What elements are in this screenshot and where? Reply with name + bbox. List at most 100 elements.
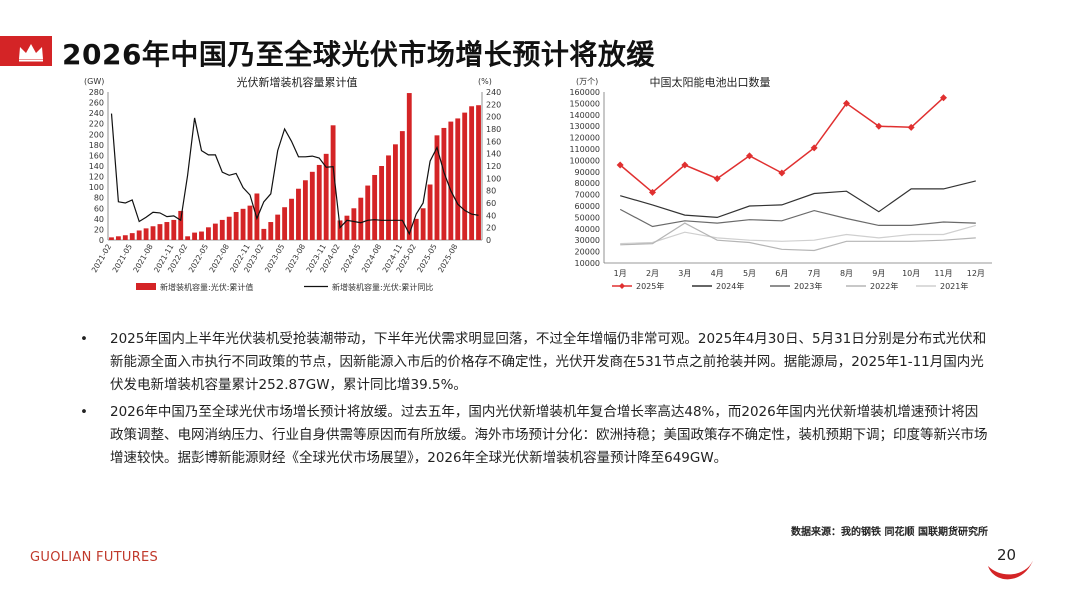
bar xyxy=(164,222,170,240)
page-title: 2026年中国乃至全球光伏市场增长预计将放缓 xyxy=(62,38,655,71)
bar xyxy=(185,236,191,240)
bar xyxy=(448,121,454,240)
legend-label: 2024年 xyxy=(716,281,744,291)
commentary-item: • 2026年中国乃至全球光伏市场增长预计将放缓。过去五年，国内光伏新增装机年复… xyxy=(80,401,990,470)
bar xyxy=(399,131,405,240)
bar xyxy=(406,93,412,240)
x-axis-tick-label: 8月 xyxy=(840,269,853,278)
bar xyxy=(441,127,447,240)
x-axis-tick-label: 11月 xyxy=(934,269,952,278)
y-axis-tick-label: 120000 xyxy=(569,134,600,143)
data-point xyxy=(681,161,689,169)
bar xyxy=(289,198,294,240)
brand-name: GUOLIAN FUTURES xyxy=(30,550,159,565)
commentary-list: • 2025年国内上半年光伏装机受抢装潮带动，下半年光伏需求明显回落，不过全年增… xyxy=(80,328,990,474)
bar xyxy=(268,222,274,240)
bar xyxy=(420,208,426,240)
bar xyxy=(365,185,371,240)
y-axis-tick-label: 130000 xyxy=(569,122,600,131)
bar xyxy=(351,208,357,240)
right-axis-tick-label: 80 xyxy=(486,187,496,196)
x-axis-tick-label: 7月 xyxy=(808,269,821,278)
legend-swatch-bar xyxy=(136,283,156,290)
right-axis-tick-label: 200 xyxy=(486,113,501,122)
y-axis-tick-label: 90000 xyxy=(575,168,600,177)
chart-title: 中国太阳能电池出口数量 xyxy=(650,75,771,89)
left-axis-tick-label: 40 xyxy=(94,215,104,224)
legend-label: 2025年 xyxy=(636,281,664,291)
bar xyxy=(337,220,343,240)
left-axis-tick-label: 100 xyxy=(89,183,104,192)
swoosh-logo-icon xyxy=(988,558,1034,580)
right-axis-tick-label: 140 xyxy=(486,150,501,159)
x-axis-tick-label: 5月 xyxy=(743,269,756,278)
y-axis-tick-label: 140000 xyxy=(569,111,600,120)
commentary-text: 2025年国内上半年光伏装机受抢装潮带动，下半年光伏需求明显回落，不过全年增幅仍… xyxy=(110,331,987,393)
bar xyxy=(372,174,378,240)
bar xyxy=(344,215,350,240)
x-axis-tick-label: 2025-08 xyxy=(436,242,460,274)
bar xyxy=(462,112,468,240)
legend-label: 2021年 xyxy=(940,281,968,291)
y-axis-tick-label: 150000 xyxy=(569,99,600,108)
bar xyxy=(393,144,398,240)
y-axis-tick-label: 100000 xyxy=(569,156,600,165)
left-axis-tick-label: 180 xyxy=(89,141,104,150)
axis-unit: (万个) xyxy=(576,77,598,86)
series-line xyxy=(619,97,945,194)
left-axis-tick-label: 160 xyxy=(89,151,104,160)
right-axis-tick-label: 240 xyxy=(486,88,501,97)
legend-label: 新增装机容量:光伏:累计值 xyxy=(160,282,253,292)
bar xyxy=(413,218,419,240)
bar xyxy=(309,171,315,240)
page-number: 20 xyxy=(997,546,1017,564)
left-axis-tick-label: 220 xyxy=(89,120,104,129)
y-axis-tick-label: 70000 xyxy=(575,191,600,200)
x-axis-tick-label: 12月 xyxy=(967,269,985,278)
y-axis-tick-label: 110000 xyxy=(569,145,600,154)
bar xyxy=(330,125,336,240)
x-axis-tick-label: 4月 xyxy=(711,269,724,278)
y-axis-tick-label: 40000 xyxy=(575,225,600,234)
y-axis-tick-label: 50000 xyxy=(575,213,600,222)
left-axis-tick-label: 120 xyxy=(89,173,104,182)
bar xyxy=(275,214,281,240)
legend-label: 2022年 xyxy=(870,281,898,291)
right-axis-tick-label: 120 xyxy=(486,162,501,171)
bullet-marker: • xyxy=(80,404,88,420)
x-axis-tick-label: 1月 xyxy=(614,269,627,278)
bar xyxy=(115,236,121,240)
right-axis-tick-label: 220 xyxy=(486,100,501,109)
bar xyxy=(358,197,364,240)
series-line xyxy=(619,208,976,228)
legend-label: 新增装机容量:光伏:累计同比 xyxy=(332,282,433,292)
bar xyxy=(323,153,329,240)
bar xyxy=(469,106,475,240)
right-axis-tick-label: 180 xyxy=(486,125,501,134)
commentary-text: 2026年中国乃至全球光伏市场增长预计将放缓。过去五年，国内光伏新增装机年复合增… xyxy=(110,404,988,466)
bar xyxy=(143,228,149,240)
right-axis-tick-label: 160 xyxy=(486,137,501,146)
data-point xyxy=(843,99,850,107)
bar xyxy=(178,210,184,240)
x-axis-tick-label: 10月 xyxy=(902,269,920,278)
bar xyxy=(434,135,440,240)
y-axis-tick-label: 10000 xyxy=(575,259,600,268)
bar xyxy=(261,228,267,240)
yoy-line xyxy=(110,113,479,236)
right-axis-tick-label: 20 xyxy=(486,224,496,233)
bar xyxy=(240,208,246,240)
left-axis-tick-label: 200 xyxy=(89,130,104,139)
data-point xyxy=(616,161,624,169)
y-axis-tick-label: 30000 xyxy=(575,236,600,245)
series-line xyxy=(620,222,976,252)
bar xyxy=(192,232,197,240)
bar xyxy=(476,105,481,240)
right-axis-unit: (%) xyxy=(478,77,492,86)
bar xyxy=(247,205,253,240)
bar xyxy=(109,237,114,240)
pv-installation-chart: 光伏新增装机容量累计值(GW) (%)0204060801001201401601… xyxy=(84,75,501,292)
left-axis-tick-label: 260 xyxy=(89,99,104,108)
bar xyxy=(282,207,288,240)
left-axis-unit: (GW) xyxy=(84,77,104,86)
